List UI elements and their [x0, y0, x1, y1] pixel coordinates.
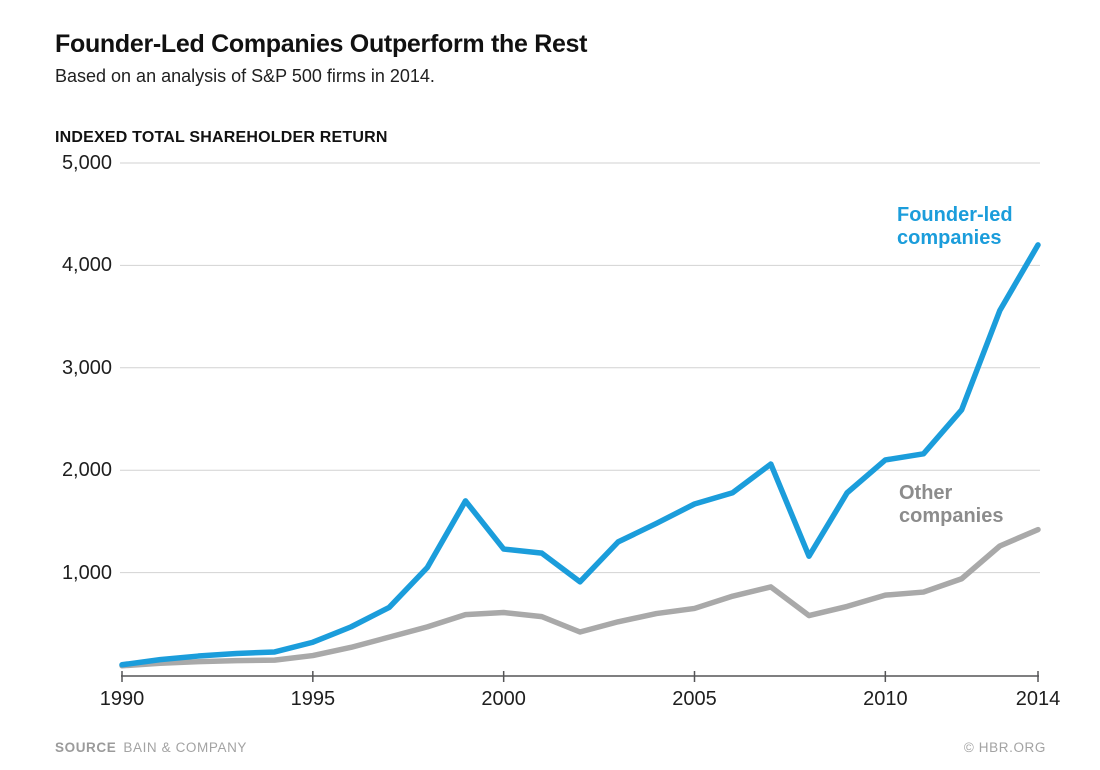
x-tick-label: 2010: [863, 688, 908, 710]
source-credit: SOURCE BAIN & COMPANY: [55, 740, 247, 755]
y-axis-title: INDEXED TOTAL SHAREHOLDER RETURN: [55, 129, 388, 146]
chart-title: Founder-Led Companies Outperform the Res…: [55, 30, 588, 58]
series-line-other-companies: [119, 526, 1041, 669]
x-tick-label: 2005: [672, 688, 717, 710]
y-tick-label: 1,000: [61, 561, 112, 584]
series-label-other-companies: Other companies: [899, 482, 1004, 527]
x-tick-label: 1990: [99, 688, 145, 710]
y-tick-label: 3,000: [61, 356, 112, 379]
x-tick-label: 2000: [481, 688, 526, 710]
source-value: BAIN & COMPANY: [123, 740, 248, 755]
x-tick-label: 1995: [290, 688, 336, 710]
y-tick-label: 5,000: [61, 152, 112, 174]
series-line-founder-led-companies: [119, 242, 1041, 668]
chart-subtitle: Based on an analysis of S&P 500 firms in…: [55, 66, 435, 86]
y-tick-label: 2,000: [61, 459, 112, 482]
series-label-founder-led-companies: Founder-led companies: [897, 204, 1013, 249]
y-tick-label: 4,000: [61, 254, 112, 277]
x-tick-label: 2014: [1015, 688, 1061, 710]
hbr-credit: © HBR.ORG: [963, 740, 1046, 755]
source-label: SOURCE: [55, 740, 117, 755]
